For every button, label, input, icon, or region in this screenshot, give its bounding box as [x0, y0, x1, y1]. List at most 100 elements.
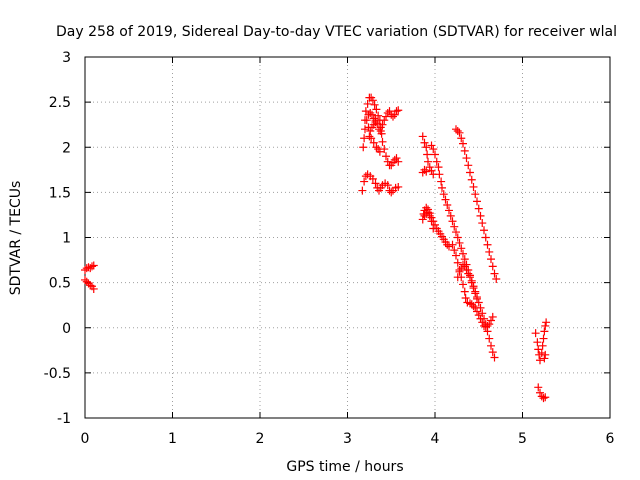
data-point [538, 341, 547, 350]
data-point [369, 138, 378, 147]
data-point [363, 99, 372, 108]
y-tick-label: -1 [57, 411, 71, 427]
data-point [455, 238, 464, 247]
data-point [483, 321, 492, 330]
data-point [362, 116, 371, 125]
data-point [478, 318, 487, 327]
data-point [541, 350, 550, 359]
data-point [431, 150, 439, 159]
data-point [483, 240, 492, 249]
data-point [478, 309, 487, 318]
data-point [540, 354, 549, 363]
data-point [423, 150, 432, 159]
data-point [378, 120, 387, 129]
data-point [461, 293, 470, 302]
x-tick-labels: 0 1 2 3 4 5 6 [81, 431, 615, 447]
data-point [360, 177, 369, 186]
data-point [476, 211, 485, 220]
data-point [536, 388, 544, 397]
data-point [380, 116, 389, 125]
data-point [383, 181, 392, 190]
data-point [459, 249, 467, 258]
data-point [485, 247, 494, 256]
data-point [459, 139, 467, 148]
data-point [452, 125, 460, 134]
data-point [437, 177, 446, 186]
data-point [460, 287, 469, 296]
data-point [453, 127, 462, 136]
data-point [359, 143, 368, 152]
data-point [473, 307, 481, 316]
y-tick-label: 1.5 [49, 185, 71, 201]
data-point [480, 226, 488, 235]
data-point [387, 188, 396, 197]
y-tick-label: 0.5 [49, 276, 71, 292]
data-point [365, 132, 374, 141]
data-point [429, 145, 438, 154]
data-point [367, 134, 376, 143]
data-point [462, 265, 471, 274]
data-point [445, 206, 453, 215]
data-point [360, 134, 369, 143]
data-point [368, 174, 377, 183]
data-point [439, 190, 448, 199]
data-point [374, 111, 383, 120]
data-point [488, 312, 497, 321]
data-point [533, 338, 542, 347]
data-point [460, 146, 469, 155]
data-point [382, 112, 390, 121]
data-point [453, 273, 462, 282]
data-point [490, 353, 499, 362]
data-point [392, 154, 401, 163]
data-point [434, 163, 443, 172]
y-tick-label: -0.5 [44, 366, 71, 382]
data-point [82, 277, 91, 286]
y-tick-label: 1 [62, 231, 71, 247]
y-tick-label: 3 [62, 50, 71, 66]
y-tick-label: 0 [62, 321, 71, 337]
data-point [466, 168, 474, 177]
data-point [464, 161, 473, 170]
data-point [448, 217, 457, 226]
data-point [487, 341, 495, 350]
data-point [394, 106, 403, 115]
data-point [453, 233, 462, 242]
data-point [485, 320, 494, 329]
data-point [450, 246, 459, 255]
y-tick-labels: -1 -0.5 0 0.5 1 1.5 2 2.5 3 [44, 50, 71, 427]
data-point [487, 316, 495, 325]
data-point [542, 318, 551, 327]
data-point [459, 260, 467, 269]
data-point [488, 262, 497, 271]
data-point [424, 157, 432, 166]
data-point [476, 314, 485, 323]
data-point [89, 261, 98, 270]
data-point [455, 267, 464, 276]
x-tick-label: 1 [168, 431, 177, 447]
data-point [541, 393, 550, 402]
x-tick-label: 4 [431, 431, 440, 447]
data-point [425, 163, 434, 172]
data-point [420, 138, 429, 147]
data-point [539, 394, 548, 403]
x-tick-label: 3 [343, 431, 352, 447]
data-point [424, 208, 432, 217]
data-point [372, 143, 381, 152]
data-point [474, 204, 483, 213]
data-point [432, 157, 441, 166]
y-tick-label: 2.5 [49, 95, 71, 111]
data-point [457, 134, 466, 143]
data-point [378, 137, 387, 146]
data-point [537, 349, 546, 358]
data-point [478, 219, 487, 228]
data-point [390, 110, 399, 119]
data-point [394, 157, 403, 166]
data-point [435, 170, 444, 179]
data-point [469, 302, 478, 311]
data-point [473, 197, 481, 206]
data-point [457, 244, 466, 253]
data-point [536, 356, 544, 365]
data-point [366, 108, 375, 117]
